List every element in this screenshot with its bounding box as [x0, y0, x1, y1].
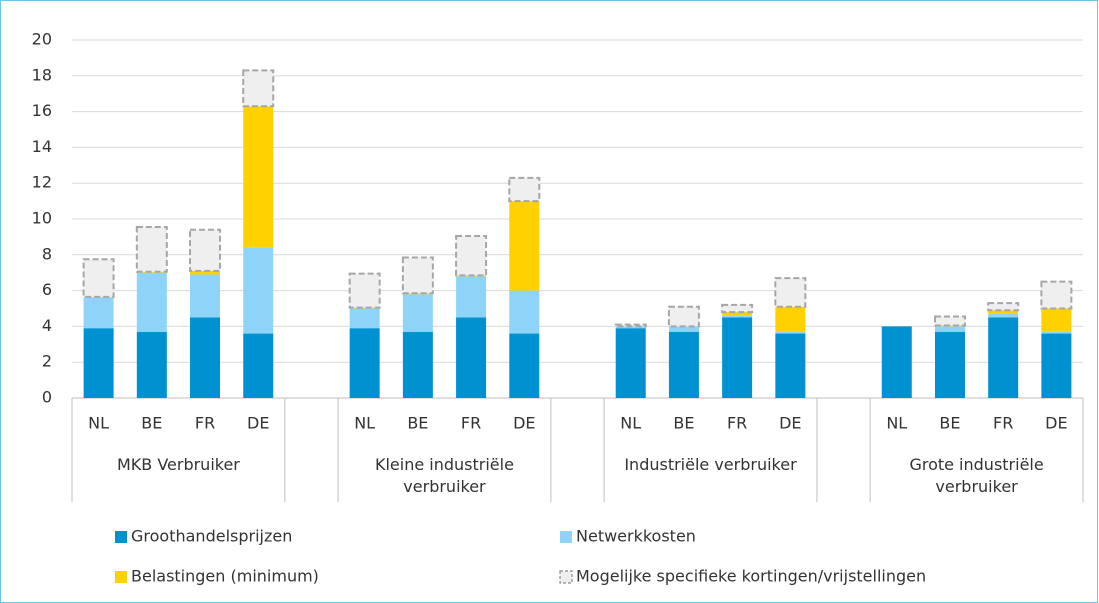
bar-segment: [614, 323, 647, 328]
bar-segment: [1041, 333, 1072, 398]
bar-segment: [456, 317, 487, 398]
bar-segment: [1040, 280, 1073, 310]
group-label: Industriële verbruiker: [624, 455, 797, 474]
bar-segment: [349, 308, 380, 329]
bar-segment: [243, 247, 274, 334]
x-tick-label: NL: [88, 414, 109, 433]
bar-segment: [190, 270, 221, 275]
bar-segment: [242, 69, 275, 108]
bar-segment: [190, 274, 221, 318]
x-tick-label: DE: [247, 414, 269, 433]
bar-segment: [243, 333, 274, 398]
bar-segment: [721, 303, 754, 314]
bar-segment: [934, 331, 965, 398]
bar-segment: [722, 312, 753, 316]
x-tick-label: NL: [886, 414, 907, 433]
x-tick-label: DE: [779, 414, 801, 433]
bar-segment: [508, 176, 541, 203]
y-tick-label: 4: [42, 316, 52, 335]
bar-segment: [774, 277, 807, 308]
bar-segment: [349, 328, 380, 398]
y-tick-label: 12: [32, 173, 52, 192]
x-tick-label: FR: [195, 414, 215, 433]
y-tick-label: 18: [32, 65, 52, 84]
bar-segment: [136, 272, 167, 332]
bar-segment: [136, 331, 167, 398]
x-tick-label: BE: [939, 414, 960, 433]
y-tick-label: 8: [42, 244, 52, 263]
y-tick-label: 6: [42, 280, 52, 299]
bar-segment: [987, 302, 1020, 312]
bar-segment: [509, 201, 540, 291]
x-tick-label: DE: [1045, 414, 1067, 433]
bar-segment: [82, 258, 115, 298]
bar-segment: [933, 315, 966, 327]
x-tick-label: DE: [513, 414, 535, 433]
x-tick-label: BE: [141, 414, 162, 433]
bar-segment: [934, 325, 965, 327]
bar-segment: [402, 293, 433, 295]
bar-segment: [349, 307, 380, 309]
legend-swatch: [560, 531, 572, 543]
y-tick-label: 10: [32, 209, 52, 228]
y-tick-label: 20: [32, 30, 52, 49]
bar-segment: [775, 306, 806, 332]
bar-segment: [135, 226, 168, 273]
bar-segment: [401, 256, 434, 295]
bar-segment: [348, 272, 381, 309]
bar-segment: [190, 317, 221, 398]
group-label: Grote industriële verbruiker: [909, 455, 1044, 496]
bar-segment: [988, 313, 1019, 318]
x-tick-label: NL: [354, 414, 375, 433]
bar-segment: [455, 235, 488, 277]
bar-segment: [243, 106, 274, 248]
x-tick-label: FR: [727, 414, 747, 433]
y-tick-label: 14: [32, 137, 52, 156]
x-tick-label: BE: [673, 414, 694, 433]
legend-swatch: [115, 531, 127, 543]
legend-label: Netwerkkosten: [576, 527, 696, 546]
bar-segment: [83, 297, 114, 329]
group-label: Kleine industriële verbruiker: [374, 455, 514, 496]
bar-segment: [456, 276, 487, 318]
bar-segment: [722, 317, 753, 398]
bar-segment: [1041, 331, 1072, 334]
bar-segment: [934, 326, 965, 332]
bar-segment: [1041, 308, 1072, 332]
bar-segment: [668, 326, 699, 332]
bar-segment: [509, 333, 540, 398]
bar-segment: [668, 331, 699, 398]
bar-segment: [402, 331, 433, 398]
legend-label: Belastingen (minimum): [131, 567, 319, 586]
y-tick-label: 2: [42, 352, 52, 371]
y-tick-label: 16: [32, 101, 52, 120]
bar-segment: [667, 305, 700, 328]
legend-label: Mogelijke specifieke kortingen/vrijstell…: [576, 567, 926, 586]
bar-segment: [988, 317, 1019, 398]
group-label: MKB Verbruiker: [116, 455, 240, 474]
bar-segment: [83, 328, 114, 398]
x-tick-label: FR: [461, 414, 481, 433]
bar-segment: [509, 290, 540, 334]
legend-label: Groothandelsprijzen: [131, 527, 292, 546]
bar-segment: [722, 315, 753, 318]
bar-segment: [775, 331, 806, 334]
x-tick-label: NL: [620, 414, 641, 433]
x-tick-label: BE: [407, 414, 428, 433]
legend-swatch: [559, 570, 573, 584]
bar-segment: [615, 328, 646, 398]
bar-segment: [136, 271, 167, 273]
bar-segment: [402, 294, 433, 332]
x-tick-label: FR: [993, 414, 1013, 433]
bar-segment: [775, 333, 806, 398]
legend-swatch: [115, 571, 127, 583]
y-tick-label: 0: [42, 388, 52, 407]
bar-segment: [988, 310, 1019, 314]
bar-segment: [189, 228, 222, 272]
bar-segment: [881, 326, 912, 398]
